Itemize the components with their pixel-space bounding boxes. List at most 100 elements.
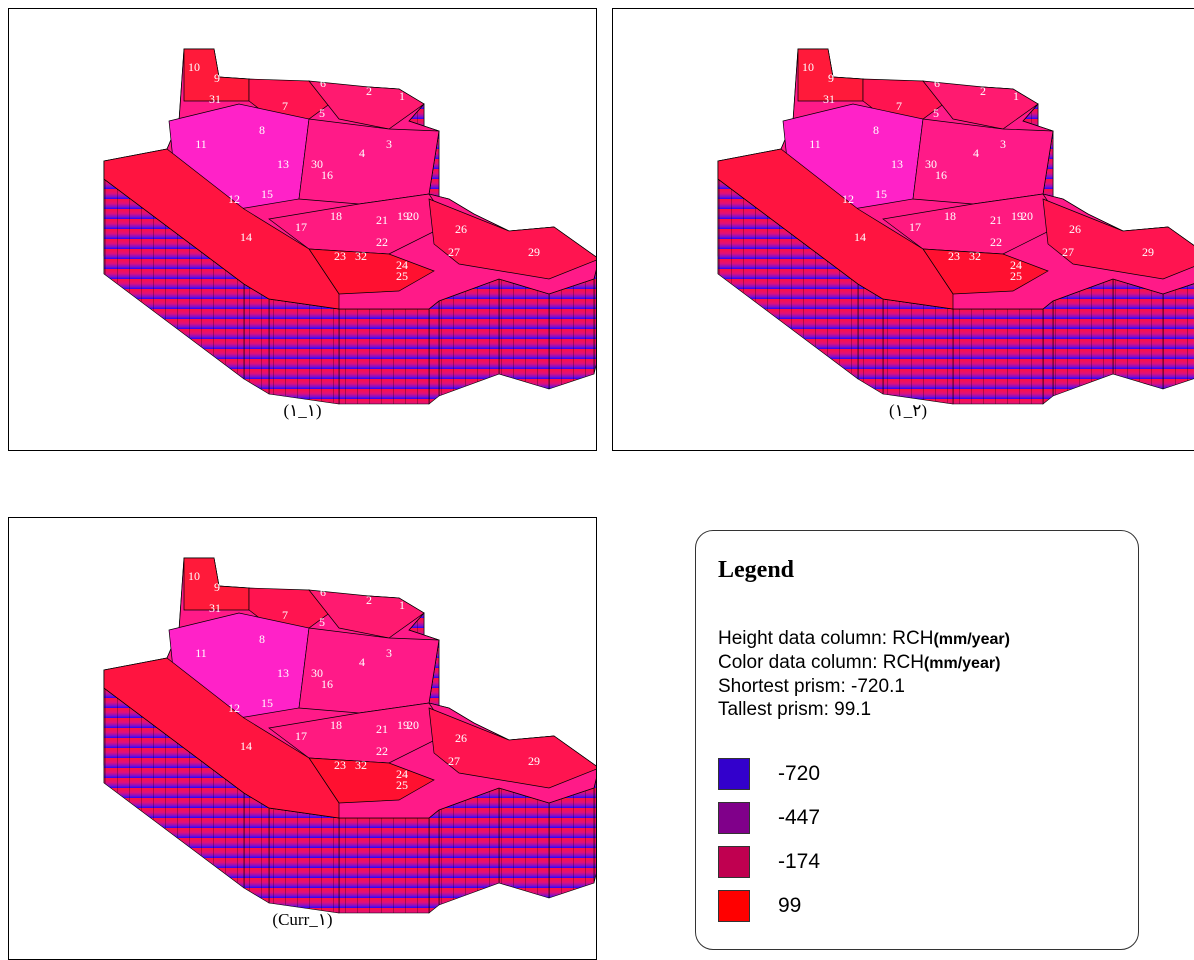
zone-prism-top	[103, 657, 340, 819]
legend-item: -447	[718, 801, 820, 835]
zone-label: 31	[209, 92, 221, 106]
zone-prism-top	[922, 80, 1039, 130]
zone-label: 17	[295, 220, 307, 234]
zone-label: 23	[334, 249, 346, 263]
panel-caption: (١_١)	[283, 401, 322, 420]
zone-label: 11	[809, 137, 821, 151]
zone-label: 3	[386, 137, 392, 151]
zone-label: 9	[214, 580, 220, 594]
zone-label: 31	[209, 601, 221, 615]
zone-label: 5	[319, 106, 325, 120]
legend-item: -720	[718, 757, 820, 791]
tallest-prism-line: Tallest prism: 99.1	[718, 699, 872, 720]
zone-label: 6	[320, 585, 326, 599]
color-column-line: Color data column: RCH(mm/year)	[718, 652, 1001, 673]
zone-label: 9	[828, 71, 834, 85]
legend-title: Legend	[718, 557, 795, 583]
zone-label: 18	[330, 718, 342, 732]
zone-label: 25	[396, 269, 408, 283]
zone-label: 16	[321, 168, 333, 182]
zone-prism-top	[308, 80, 425, 130]
zone-label: 13	[277, 157, 289, 171]
zone-label: 7	[896, 99, 902, 113]
zone-label: 30	[311, 157, 323, 171]
prism-wall	[498, 787, 550, 899]
zone-label: 30	[925, 157, 937, 171]
panel-caption: (Curr_١)	[272, 910, 333, 929]
zone-label: 26	[455, 222, 467, 236]
zone-label: 23	[334, 758, 346, 772]
map-panel-3: 10 9 31 6 2 1 7 5 8 3 11 4 13 30 16 12 15 17 18 21 19 20 26 14 2…	[8, 517, 597, 960]
zone-label: 32	[355, 249, 367, 263]
zone-label: 13	[277, 666, 289, 680]
zone-label: 19	[397, 209, 409, 223]
prism-wall	[1112, 278, 1164, 390]
zone-label: 32	[969, 249, 981, 263]
zone-label: 15	[261, 696, 273, 710]
zone-label: 8	[873, 123, 879, 137]
zone-label: 7	[282, 99, 288, 113]
zone-label: 16	[935, 168, 947, 182]
prism-wall	[338, 817, 430, 914]
zone-label: 21	[376, 213, 388, 227]
zone-label: 9	[214, 71, 220, 85]
prism-wall	[498, 278, 550, 390]
zone-label: 2	[366, 593, 372, 607]
zone-label: 26	[1069, 222, 1081, 236]
zone-label: 19	[397, 718, 409, 732]
legend-swatch	[718, 846, 750, 878]
zone-label: 22	[376, 235, 388, 249]
zone-label: 8	[259, 123, 265, 137]
zone-label: 18	[944, 209, 956, 223]
zone-label: 24	[396, 258, 408, 272]
zone-label: 22	[990, 235, 1002, 249]
zone-label: 27	[448, 754, 460, 768]
map-panel-1: 10 9 31 6 2 1 7 5 8 3 11 4 13 30 16 12 15 17 18 21 19 20 26 14 2…	[8, 8, 597, 451]
legend-info: Height data column: RCH(mm/year) Color d…	[718, 627, 1010, 721]
zone-label: 14	[854, 230, 866, 244]
zone-label: 26	[455, 731, 467, 745]
zone-prism-top	[428, 198, 596, 280]
zone-prism-top	[103, 148, 340, 310]
prism-wall	[1042, 300, 1054, 405]
prism-wall	[857, 283, 884, 395]
zone-label: 15	[261, 187, 273, 201]
zone-prism-top	[308, 589, 425, 639]
prism-wall	[243, 283, 270, 395]
zone-label: 27	[448, 245, 460, 259]
legend-swatch	[718, 758, 750, 790]
prism-wall	[952, 308, 1044, 405]
zone-label: 14	[240, 739, 252, 753]
zone-label: 11	[195, 137, 207, 151]
zone-label: 24	[1010, 258, 1022, 272]
shortest-prism-line: Shortest prism: -720.1	[718, 676, 905, 697]
zone-label: 32	[355, 758, 367, 772]
zone-label: 13	[891, 157, 903, 171]
zone-label: 11	[195, 646, 207, 660]
prism-wall	[882, 298, 954, 405]
zone-label: 20	[407, 718, 419, 732]
prism-wall	[1162, 283, 1194, 390]
zone-label: 10	[188, 569, 200, 583]
zone-label: 16	[321, 677, 333, 691]
zone-label: 19	[1011, 209, 1023, 223]
zone-prism-top	[428, 707, 596, 789]
zone-label: 29	[528, 245, 540, 259]
zone-label: 21	[376, 722, 388, 736]
zone-prism-top	[1042, 198, 1194, 280]
prism-wall	[548, 787, 595, 899]
zone-label: 1	[399, 598, 405, 612]
zone-label: 8	[259, 632, 265, 646]
zone-label: 29	[528, 754, 540, 768]
legend-swatch	[718, 890, 750, 922]
zone-label: 10	[188, 60, 200, 74]
zone-label: 17	[295, 729, 307, 743]
zone-label: 27	[1062, 245, 1074, 259]
zone-label: 2	[366, 84, 372, 98]
zone-label: 7	[282, 608, 288, 622]
zone-label: 6	[934, 76, 940, 90]
legend-item: -174	[718, 845, 820, 879]
prism-wall	[548, 278, 595, 390]
